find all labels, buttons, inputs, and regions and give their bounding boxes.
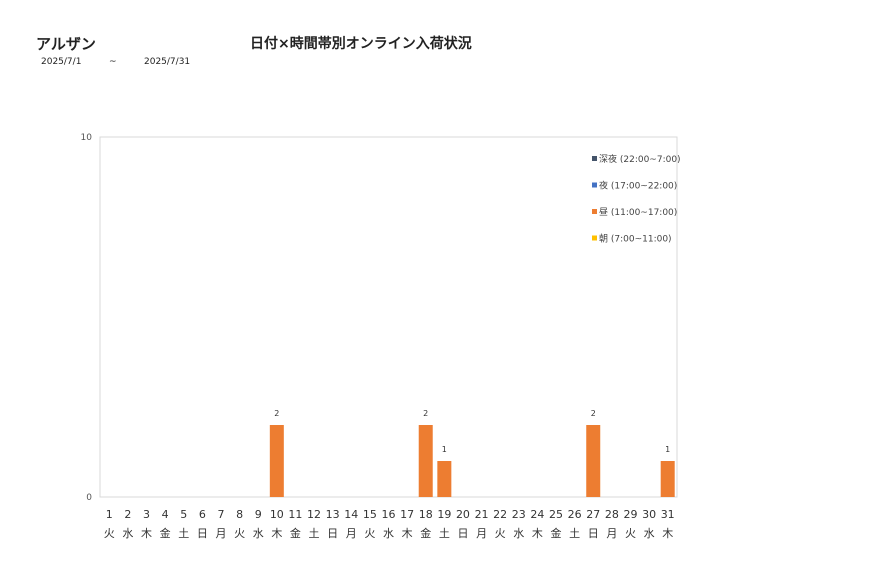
x-tick-day: 15 bbox=[363, 508, 377, 521]
data-labels: 2 2 1 2 1 bbox=[274, 409, 670, 454]
x-tick-weekday: 水 bbox=[253, 527, 264, 540]
x-tick-weekday: 月 bbox=[346, 527, 357, 540]
x-tick-day: 9 bbox=[255, 508, 262, 521]
x-tick-day: 20 bbox=[456, 508, 470, 521]
x-tick-day: 16 bbox=[382, 508, 396, 521]
x-tick-weekday: 月 bbox=[606, 527, 617, 540]
x-tick-weekday: 火 bbox=[364, 527, 375, 540]
x-tick-weekday: 土 bbox=[569, 527, 580, 540]
plot-area-border bbox=[99, 136, 678, 498]
bar bbox=[660, 461, 675, 497]
x-tick-day: 22 bbox=[493, 508, 507, 521]
data-label: 1 bbox=[665, 445, 670, 454]
x-tick-day: 30 bbox=[642, 508, 656, 521]
data-label: 2 bbox=[591, 409, 596, 418]
x-tick-day: 7 bbox=[217, 508, 224, 521]
x-tick-weekday: 水 bbox=[644, 527, 655, 540]
x-tick-weekday: 金 bbox=[420, 526, 431, 540]
y-tick-label: 10 bbox=[81, 133, 93, 143]
x-tick-weekday: 日 bbox=[457, 527, 468, 540]
x-tick-day: 4 bbox=[162, 508, 169, 521]
y-tick-label: 0 bbox=[86, 493, 92, 503]
legend-entry: 夜 (17:00~22:00) bbox=[599, 180, 677, 192]
x-tick-weekday: 水 bbox=[513, 527, 524, 540]
bar bbox=[586, 425, 601, 497]
date-separator: ~ bbox=[109, 57, 117, 67]
x-tick-weekday: 木 bbox=[532, 527, 543, 540]
x-tick-weekday: 土 bbox=[309, 527, 320, 540]
x-tick-weekday: 日 bbox=[197, 527, 208, 540]
chart-title: 日付×時間帯別オンライン入荷状況 bbox=[250, 36, 472, 52]
x-tick-day: 21 bbox=[475, 508, 489, 521]
x-tick-weekday: 月 bbox=[215, 527, 226, 540]
x-tick-weekday: 火 bbox=[495, 527, 506, 540]
x-tick-weekday: 木 bbox=[402, 527, 413, 540]
x-tick-day: 1 bbox=[106, 508, 113, 521]
x-tick-weekday: 日 bbox=[588, 527, 599, 540]
x-tick-day: 6 bbox=[199, 508, 206, 521]
x-tick-day: 14 bbox=[344, 508, 358, 521]
x-tick-weekday: 水 bbox=[383, 527, 394, 540]
legend-entry: 昼 (11:00~17:00) bbox=[599, 207, 677, 218]
x-tick-weekday: 木 bbox=[662, 527, 673, 540]
legend-entry: 朝 (7:00~11:00) bbox=[599, 234, 672, 245]
x-tick-weekday: 金 bbox=[160, 526, 171, 540]
x-tick-day: 27 bbox=[586, 508, 600, 521]
x-tick-day: 10 bbox=[270, 508, 284, 521]
x-tick-weekday: 木 bbox=[271, 527, 282, 540]
x-tick-day: 25 bbox=[549, 508, 563, 521]
x-tick-day: 12 bbox=[307, 508, 321, 521]
chart-bars bbox=[269, 425, 675, 497]
bar bbox=[269, 425, 284, 497]
x-tick-day: 3 bbox=[143, 508, 150, 521]
x-tick-day: 11 bbox=[288, 508, 302, 521]
legend-swatch bbox=[592, 235, 597, 241]
bar bbox=[418, 425, 433, 497]
x-tick-day: 26 bbox=[568, 508, 582, 521]
store-name: アルザン bbox=[36, 35, 96, 53]
x-tick-weekday: 火 bbox=[625, 527, 636, 540]
date-to: 2025/7/31 bbox=[144, 57, 191, 67]
x-tick-day: 23 bbox=[512, 508, 526, 521]
legend-swatch bbox=[592, 156, 597, 161]
category-labels: 1火2水3木4金5土6日7月8火9水10木11金12土13日14月15火16水1… bbox=[104, 508, 675, 540]
x-tick-weekday: 土 bbox=[439, 527, 450, 540]
x-tick-weekday: 火 bbox=[234, 527, 245, 540]
x-tick-day: 19 bbox=[437, 508, 451, 521]
x-tick-day: 31 bbox=[661, 508, 675, 521]
legend-entry: 深夜 (22:00~7:00) bbox=[599, 153, 681, 165]
date-from: 2025/7/1 bbox=[41, 57, 82, 67]
chart-axes: 0 10 bbox=[81, 133, 678, 503]
x-tick-day: 28 bbox=[605, 508, 619, 521]
x-tick-day: 2 bbox=[124, 508, 131, 521]
x-tick-weekday: 水 bbox=[122, 527, 133, 540]
legend-swatch bbox=[592, 209, 597, 214]
chart-legend: 深夜 (22:00~7:00) 夜 (17:00~22:00) 昼 (11:00~1… bbox=[592, 153, 681, 245]
x-tick-weekday: 土 bbox=[178, 527, 189, 540]
x-tick-weekday: 金 bbox=[551, 526, 562, 540]
data-label: 2 bbox=[423, 409, 428, 418]
x-tick-day: 29 bbox=[623, 508, 637, 521]
x-tick-day: 24 bbox=[530, 508, 544, 521]
x-tick-day: 18 bbox=[419, 508, 433, 521]
x-tick-weekday: 日 bbox=[327, 527, 338, 540]
data-label: 2 bbox=[274, 409, 279, 418]
x-tick-day: 8 bbox=[236, 508, 243, 521]
data-label: 1 bbox=[442, 445, 447, 454]
x-tick-weekday: 木 bbox=[141, 527, 152, 540]
x-tick-weekday: 金 bbox=[290, 526, 301, 540]
x-tick-day: 13 bbox=[326, 508, 340, 521]
x-tick-day: 17 bbox=[400, 508, 414, 521]
bar bbox=[437, 461, 452, 497]
x-tick-weekday: 火 bbox=[104, 527, 115, 540]
legend-swatch bbox=[592, 182, 597, 188]
x-tick-weekday: 月 bbox=[476, 527, 487, 540]
x-tick-day: 5 bbox=[180, 508, 187, 521]
